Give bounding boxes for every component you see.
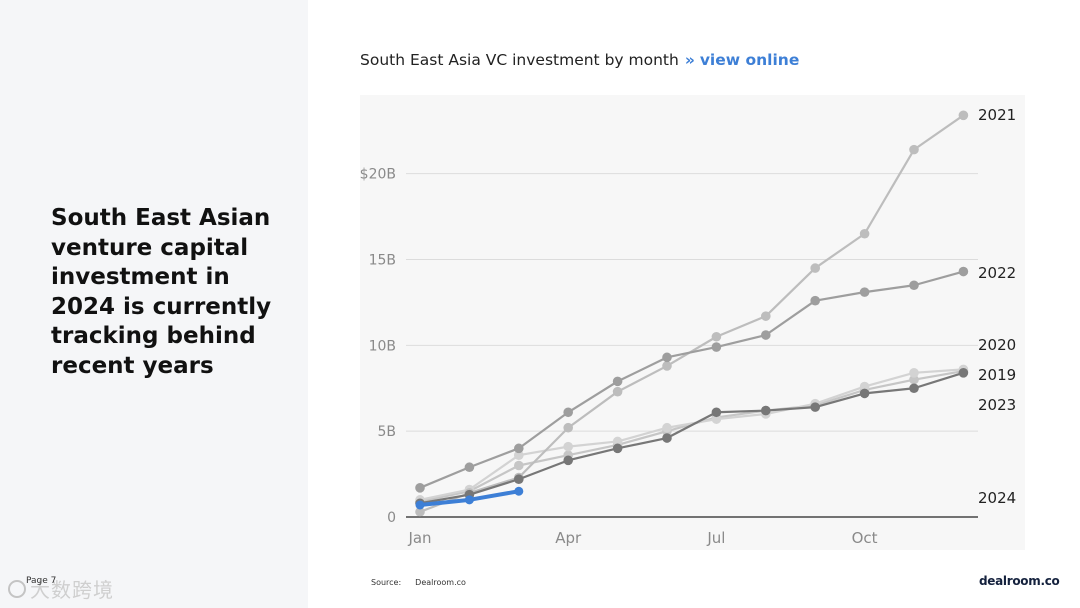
series-label-2023: 2023 <box>978 396 1016 414</box>
data-point-2021 <box>859 228 870 239</box>
chart-title: South East Asia VC investment by month <box>360 51 679 69</box>
series-label-2020: 2020 <box>978 336 1016 354</box>
data-point-2022 <box>612 376 623 387</box>
series-label-2022: 2022 <box>978 264 1016 282</box>
x-tick-label: Oct <box>852 529 878 547</box>
data-point-2020 <box>909 368 919 378</box>
x-tick-label: Jul <box>706 529 725 547</box>
slide-headline: South East Asian venture capital investm… <box>51 205 272 379</box>
page-number: Page 7 <box>26 576 57 586</box>
x-tick-label: Apr <box>555 529 582 547</box>
line-chart: 0 5B 10B 15B $20B Jan Apr Jul Oct 2021 2022 2020 201… <box>360 106 1016 547</box>
data-point-2024 <box>514 486 524 496</box>
watermark: 大数跨境 <box>8 574 114 603</box>
data-point-2022 <box>958 266 969 277</box>
data-point-2023 <box>859 388 870 399</box>
chart-area: 0 5B 10B 15B $20B Jan Apr Jul Oct 2021 2022 2020 201… <box>360 95 1025 550</box>
data-point-2020 <box>711 414 722 424</box>
data-point-2020 <box>514 450 524 461</box>
data-point-2024 <box>415 500 425 510</box>
data-point-2023 <box>563 455 573 466</box>
data-point-2022 <box>909 280 919 291</box>
data-point-2021 <box>958 110 969 121</box>
data-point-2020 <box>563 441 573 452</box>
data-point-2024 <box>464 495 474 505</box>
data-point-2023 <box>514 474 524 485</box>
series-line-2023 <box>418 371 965 505</box>
data-point-2021 <box>662 361 672 371</box>
data-point-2020 <box>662 422 672 433</box>
series-line-2022 <box>418 270 965 489</box>
series-label-2024: 2024 <box>978 489 1016 507</box>
view-online-link[interactable]: view online <box>699 51 800 69</box>
data-point-2022 <box>514 443 524 454</box>
y-tick-label: 5B <box>377 424 396 440</box>
data-point-2023 <box>612 443 623 454</box>
data-point-2019 <box>514 460 524 471</box>
data-point-2023 <box>761 405 771 416</box>
data-point-2022 <box>859 287 870 297</box>
data-point-2023 <box>810 402 820 412</box>
data-point-2020 <box>859 381 870 392</box>
series-label-2021: 2021 <box>978 106 1016 124</box>
chart-title-row: South East Asia VC investment by month » v… <box>360 51 799 69</box>
data-point-2023 <box>711 407 722 418</box>
y-tick-label: 0 <box>387 510 396 526</box>
source-label: Source: <box>371 578 402 587</box>
data-point-2023 <box>662 433 672 443</box>
y-tick-label: 10B <box>369 338 396 354</box>
series-line-2021 <box>418 114 965 513</box>
series-label-2019: 2019 <box>978 366 1016 384</box>
data-point-2023 <box>958 368 969 378</box>
source-note: Source: Dealroom.co <box>371 578 466 587</box>
y-tick-label: 15B <box>369 253 396 269</box>
data-point-2021 <box>711 331 722 342</box>
data-point-2019 <box>909 374 919 385</box>
data-point-2022 <box>761 330 771 340</box>
left-panel: South East Asian venture capital investm… <box>0 0 308 608</box>
data-point-2021 <box>612 386 623 397</box>
brand-logo: dealroom.co <box>979 574 1060 588</box>
watermark-logo-icon <box>8 579 26 598</box>
data-point-2022 <box>810 295 820 306</box>
watermark-text: 大数跨境 <box>30 578 114 602</box>
chevron-right-icon: » <box>684 51 695 69</box>
data-point-2023 <box>909 383 919 394</box>
source-value: Dealroom.co <box>415 578 466 587</box>
data-point-2021 <box>761 311 771 321</box>
data-point-2022 <box>711 342 722 352</box>
x-tick-label: Jan <box>407 529 431 547</box>
data-point-2022 <box>415 483 425 493</box>
data-point-2022 <box>662 352 672 363</box>
data-point-2021 <box>909 144 919 155</box>
data-point-2021 <box>810 263 820 273</box>
series-line-2020 <box>418 368 965 501</box>
data-point-2022 <box>563 407 573 418</box>
y-tick-label: $20B <box>360 167 396 183</box>
data-point-2022 <box>464 462 475 473</box>
data-point-2021 <box>415 507 425 517</box>
data-point-2020 <box>612 436 623 447</box>
data-point-2021 <box>563 422 573 433</box>
